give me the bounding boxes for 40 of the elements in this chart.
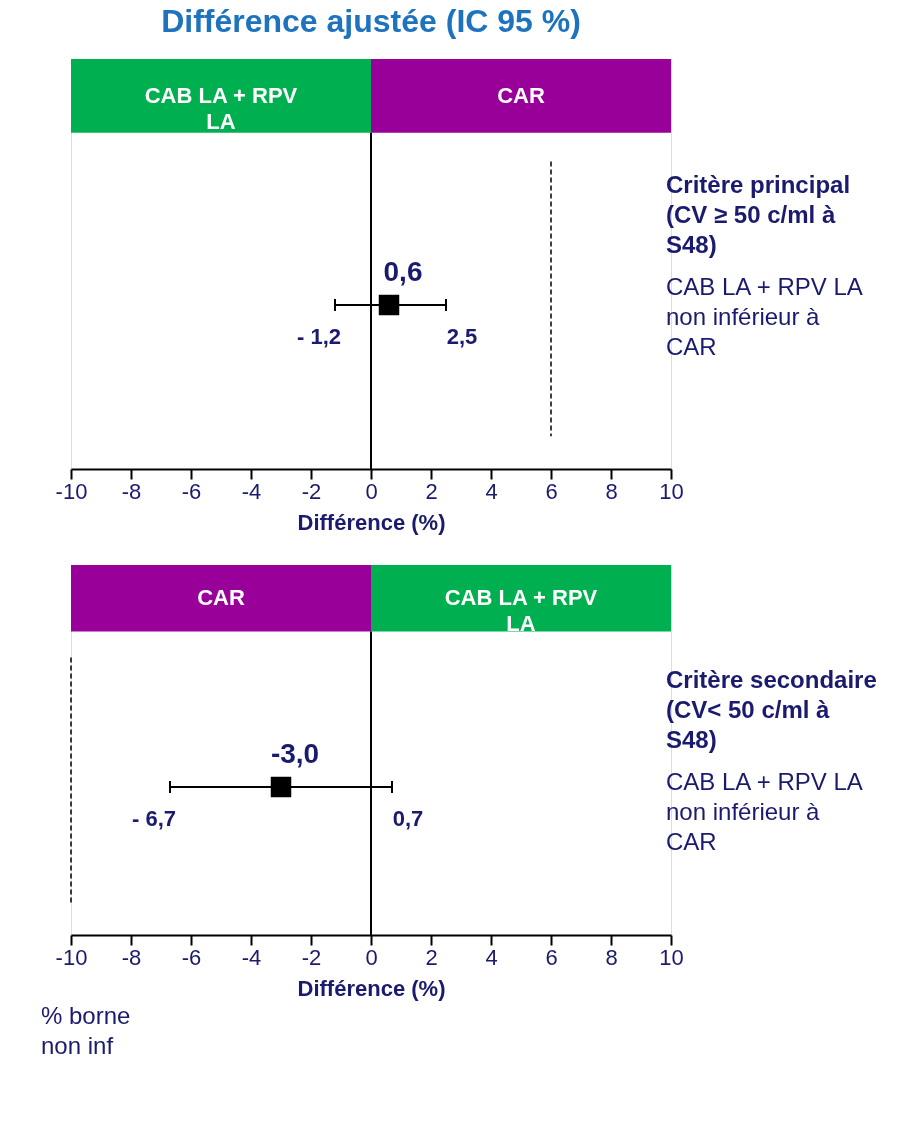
annotation: CAB LA + RPV LA non inférieur à CAR (666, 272, 863, 360)
band-label: CAR (197, 585, 245, 611)
annotation: 0,7 (392, 806, 424, 831)
annotation: - 6,7 (131, 806, 177, 831)
x-tick-label: -6 (181, 478, 202, 504)
chart-title: Différence ajustée (IC 95 %) (161, 3, 581, 39)
x-axis-title: Différence (%) (297, 975, 446, 1001)
x-tick-label: 4 (485, 944, 498, 970)
x-tick-label: 8 (605, 478, 618, 504)
x-tick-label: 10 (659, 478, 684, 504)
annotation: CAB LA + RPV LA non inférieur à CAR (666, 767, 863, 855)
x-tick-label: -2 (301, 944, 322, 970)
x-tick-label: -4 (241, 478, 262, 504)
annotation: - 1,2 (296, 324, 342, 349)
annotation: Critère secondaire (CV< 50 c/ml à S48) (666, 665, 877, 753)
x-tick-label: -6 (181, 944, 202, 970)
data-label: -3,0 (270, 738, 320, 769)
x-tick-label: 0 (365, 478, 378, 504)
x-tick-label: 10 (659, 944, 684, 970)
x-tick-label: -10 (55, 478, 88, 504)
x-tick-label: 8 (605, 944, 618, 970)
annotation: Critère principal (CV ≥ 50 c/ml à S48) (666, 170, 851, 258)
text: % borne non inf (41, 1002, 131, 1059)
band-label: CAR (497, 82, 545, 108)
band-label: CAB LA + RPV LA (444, 585, 598, 637)
band-label: CAB LA + RPV LA (144, 82, 298, 134)
x-axis-title: Différence (%) (297, 509, 446, 535)
data-label: 0,6 (383, 256, 423, 287)
x-tick-label: -8 (121, 478, 142, 504)
x-tick-label: -8 (121, 944, 142, 970)
x-tick-label: 6 (545, 478, 558, 504)
x-tick-label: -2 (301, 478, 322, 504)
x-tick-label: 4 (485, 478, 498, 504)
x-tick-label: 2 (425, 478, 438, 504)
x-tick-label: 6 (545, 944, 558, 970)
x-tick-label: -10 (55, 944, 88, 970)
x-tick-label: -4 (241, 944, 262, 970)
x-tick-label: 0 (365, 944, 378, 970)
annotation: 2,5 (446, 324, 478, 349)
x-tick-label: 2 (425, 944, 438, 970)
